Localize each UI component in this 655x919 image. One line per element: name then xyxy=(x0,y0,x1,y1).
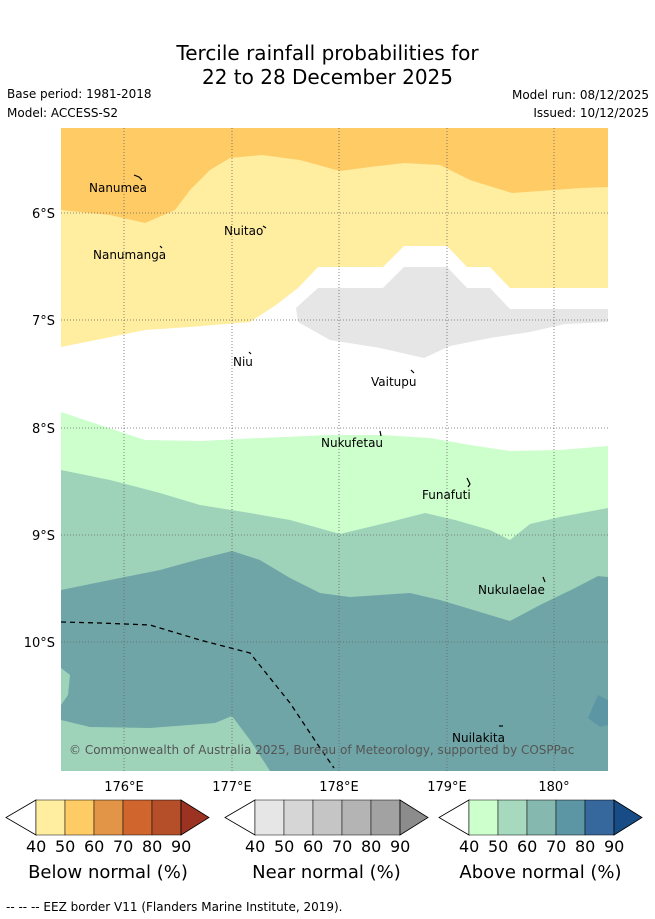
near-colorbar-tick: 70 xyxy=(332,837,353,856)
below-normal-label: Below normal (%) xyxy=(28,862,188,883)
above-normal-label: Above normal (%) xyxy=(459,862,622,883)
lat-label-6s: 6°S xyxy=(32,207,55,222)
below-colorbar-segment xyxy=(151,799,182,836)
island-label-nukulaelae: Nukulaelae xyxy=(478,583,545,597)
above-colorbar-tick: 40 xyxy=(459,837,480,856)
near-colorbar-segment xyxy=(283,799,314,836)
island-shapes xyxy=(133,174,546,727)
below-colorbar-right-extension xyxy=(180,799,210,836)
near-colorbar-segment xyxy=(341,799,372,836)
above-colorbar-segment xyxy=(584,799,615,836)
above-normal-70-patch xyxy=(588,695,608,727)
lat-label-8s: 8°S xyxy=(32,422,55,437)
near-colorbar-tick: 40 xyxy=(245,837,266,856)
copyright-notice: © Commonwealth of Australia 2025, Bureau… xyxy=(69,743,574,757)
eez-legend-note: -- -- -- EEZ border V11 (Flanders Marine… xyxy=(6,900,343,914)
model-run: Model run: 08/12/2025 xyxy=(511,88,649,102)
lon-label-179e: 179°E xyxy=(427,780,467,795)
near-colorbar-segment xyxy=(312,799,343,836)
above-colorbar-segment xyxy=(468,799,499,836)
near-colorbar-segment xyxy=(254,799,285,836)
near-normal-40-region xyxy=(296,267,608,358)
lon-label-176e: 176°E xyxy=(104,780,144,795)
island-label-nukufetau: Nukufetau xyxy=(321,436,383,450)
below-colorbar-tick: 90 xyxy=(171,837,192,856)
above-colorbar-segment xyxy=(497,799,528,836)
below-colorbar-segment xyxy=(122,799,153,836)
island-label-nanumea: Nanumea xyxy=(89,181,147,195)
below-normal-40-region xyxy=(61,128,608,347)
below-normal-colorbar xyxy=(5,799,210,836)
lon-label-180: 180° xyxy=(538,780,569,795)
below-colorbar-segment xyxy=(64,799,95,836)
below-colorbar-segment xyxy=(35,799,66,836)
above-normal-50-left-region xyxy=(61,668,70,705)
issued-date: Issued: 10/12/2025 xyxy=(533,106,649,120)
above-normal-colorbar xyxy=(438,799,643,836)
above-colorbar-segment xyxy=(526,799,557,836)
above-colorbar-left-extension xyxy=(438,799,470,836)
above-normal-50-bottom-region xyxy=(61,716,270,771)
island-label-funafuti: Funafuti xyxy=(422,488,471,502)
base-period: Base period: 1981-2018 xyxy=(7,87,152,101)
below-colorbar-tick: 40 xyxy=(26,837,47,856)
below-colorbar-tick: 60 xyxy=(84,837,105,856)
near-colorbar-tick: 60 xyxy=(303,837,324,856)
near-colorbar-tick: 90 xyxy=(390,837,411,856)
island-label-nuitao: Nuitao xyxy=(224,224,263,238)
above-colorbar-tick: 90 xyxy=(604,837,625,856)
near-normal-label: Near normal (%) xyxy=(252,862,401,883)
below-colorbar-tick: 80 xyxy=(142,837,163,856)
near-colorbar-tick: 50 xyxy=(274,837,295,856)
near-normal-colorbar xyxy=(224,799,429,836)
title-line-1: Tercile rainfall probabilities for xyxy=(176,41,479,65)
below-normal-50-region xyxy=(61,128,608,223)
eez-border-line xyxy=(60,621,335,769)
graticule xyxy=(61,128,608,771)
above-colorbar-segment xyxy=(555,799,586,836)
above-colorbar-tick: 50 xyxy=(488,837,509,856)
above-colorbar-right-extension xyxy=(613,799,643,836)
lon-label-177e: 177°E xyxy=(212,780,252,795)
lat-label-9s: 9°S xyxy=(32,529,55,544)
below-colorbar-left-extension xyxy=(5,799,37,836)
above-normal-60-region xyxy=(61,551,608,771)
title-line-2: 22 to 28 December 2025 xyxy=(201,65,453,89)
near-colorbar-left-extension xyxy=(224,799,256,836)
above-colorbar-tick: 80 xyxy=(575,837,596,856)
model-name: Model: ACCESS-S2 xyxy=(7,106,119,120)
island-label-nuilakita: Nuilakita xyxy=(452,731,505,745)
near-colorbar-tick: 80 xyxy=(361,837,382,856)
near-colorbar-right-extension xyxy=(399,799,429,836)
island-label-nanumanga: Nanumanga xyxy=(93,248,166,262)
island-label-vaitupu: Vaitupu xyxy=(371,375,417,389)
island-label-niu: Niu xyxy=(233,355,253,369)
lat-label-10s: 10°S xyxy=(24,636,55,651)
below-colorbar-tick: 50 xyxy=(55,837,76,856)
above-colorbar-tick: 70 xyxy=(546,837,567,856)
lon-label-178e: 178°E xyxy=(319,780,359,795)
below-colorbar-tick: 70 xyxy=(113,837,134,856)
near-colorbar-segment xyxy=(370,799,401,836)
above-colorbar-tick: 60 xyxy=(517,837,538,856)
lat-label-7s: 7°S xyxy=(32,314,55,329)
below-colorbar-segment xyxy=(93,799,124,836)
